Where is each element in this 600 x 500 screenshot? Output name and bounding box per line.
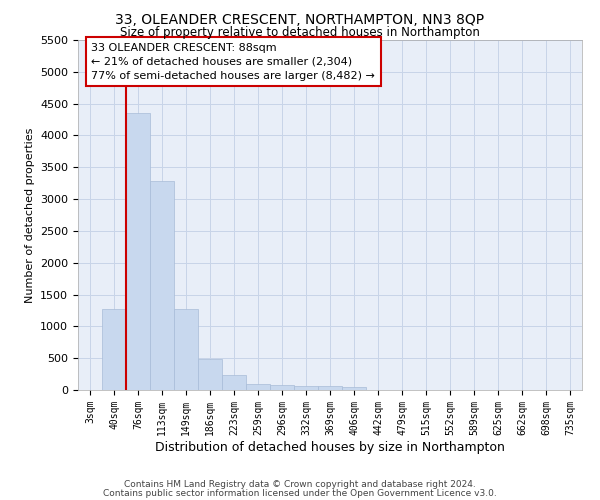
- Bar: [318, 386, 342, 390]
- Bar: [126, 113, 150, 390]
- Bar: [294, 386, 318, 390]
- X-axis label: Distribution of detached houses by size in Northampton: Distribution of detached houses by size …: [155, 440, 505, 454]
- Text: 33 OLEANDER CRESCENT: 88sqm
← 21% of detached houses are smaller (2,304)
77% of : 33 OLEANDER CRESCENT: 88sqm ← 21% of det…: [91, 42, 375, 80]
- Bar: [102, 308, 126, 390]
- Bar: [198, 359, 222, 390]
- Text: Size of property relative to detached houses in Northampton: Size of property relative to detached ho…: [120, 26, 480, 39]
- Y-axis label: Number of detached properties: Number of detached properties: [25, 128, 35, 302]
- Bar: [222, 374, 246, 390]
- Bar: [174, 308, 198, 390]
- Text: Contains HM Land Registry data © Crown copyright and database right 2024.: Contains HM Land Registry data © Crown c…: [124, 480, 476, 489]
- Text: Contains public sector information licensed under the Open Government Licence v3: Contains public sector information licen…: [103, 489, 497, 498]
- Bar: [270, 385, 294, 390]
- Bar: [150, 182, 174, 390]
- Bar: [342, 387, 366, 390]
- Text: 33, OLEANDER CRESCENT, NORTHAMPTON, NN3 8QP: 33, OLEANDER CRESCENT, NORTHAMPTON, NN3 …: [115, 12, 485, 26]
- Bar: [246, 384, 270, 390]
